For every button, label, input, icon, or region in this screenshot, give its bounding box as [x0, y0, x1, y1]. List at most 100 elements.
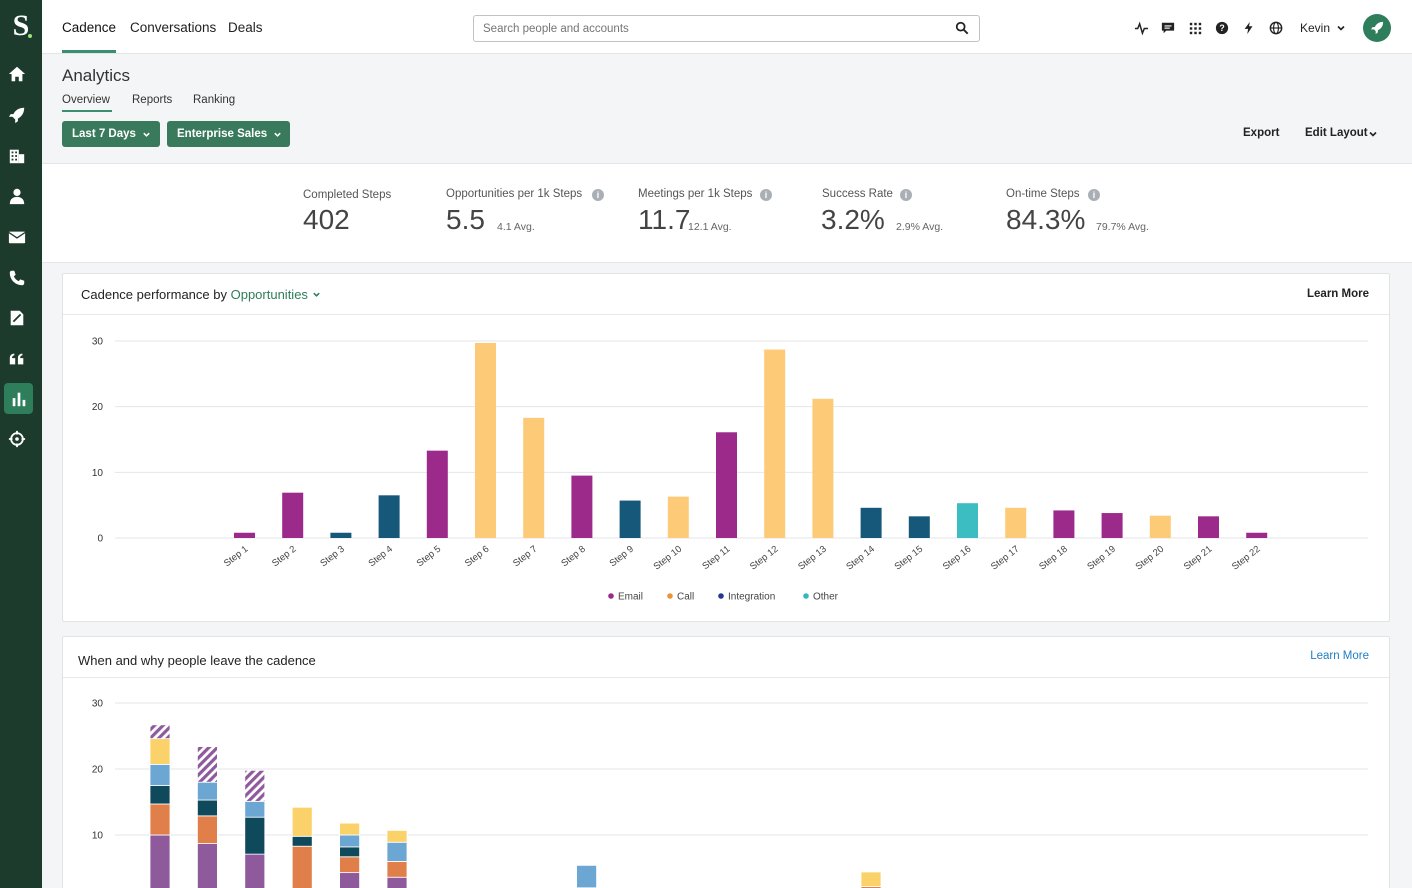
bar — [860, 507, 882, 538]
chevron-down-icon[interactable] — [1368, 129, 1378, 139]
bar-segment — [291, 845, 313, 888]
info-icon[interactable]: i — [760, 189, 772, 201]
info-icon[interactable]: i — [900, 189, 912, 201]
bar — [667, 496, 689, 538]
bar-segment — [386, 829, 408, 843]
app-logo[interactable]: S — [6, 10, 36, 42]
x-tick-label: Step 2 — [270, 544, 298, 570]
subtab-ranking[interactable]: Ranking — [193, 94, 236, 106]
y-tick-label: 0 — [97, 534, 103, 545]
logo-dot — [28, 34, 32, 38]
stat-label-meetings: Meetings per 1k Steps — [638, 188, 753, 200]
avatar[interactable] — [1363, 14, 1391, 42]
team-dropdown[interactable]: Enterprise Sales — [167, 121, 290, 147]
learn-more-link[interactable]: Learn More — [1307, 288, 1369, 300]
tab-cadence[interactable]: Cadence — [62, 20, 117, 35]
stat-label-on-time-steps: On-time Steps — [1006, 188, 1080, 200]
phone-icon[interactable] — [2, 262, 31, 293]
bar — [426, 450, 448, 538]
legend-label: Integration — [728, 592, 775, 603]
mail-icon[interactable] — [2, 221, 31, 252]
activity-icon[interactable] — [1133, 20, 1149, 36]
cadence-exit-chart: 10 20 30 — [92, 699, 1368, 888]
card-title: When and why people leave the cadence — [78, 653, 316, 668]
building-icon[interactable] — [2, 140, 31, 171]
x-tick-label: Step 12 — [748, 544, 781, 573]
sidebar: S — [0, 0, 42, 888]
chat-icon[interactable] — [1160, 20, 1176, 36]
stat-avg-meetings: 12.1 Avg. — [688, 221, 732, 233]
chevron-down-icon — [274, 132, 281, 137]
x-tick-label: Step 21 — [1182, 544, 1215, 573]
bar-segment — [339, 822, 361, 836]
info-icon[interactable]: i — [1088, 189, 1100, 201]
svg-text:?: ? — [1219, 23, 1224, 33]
stat-avg-on-time-steps: 79.7% Avg. — [1096, 221, 1149, 233]
search-icon[interactable] — [955, 21, 969, 35]
bar — [523, 417, 545, 538]
export-button[interactable]: Export — [1243, 127, 1280, 139]
cadence-performance-chart: 0 10 20 30 Step 1 Step 2 Step 3 Step 4 Step 5 Ste… — [92, 337, 1368, 603]
date-range-dropdown[interactable]: Last 7 Days — [62, 121, 160, 147]
chevron-down-icon[interactable] — [1336, 23, 1346, 33]
rocket-icon — [1370, 21, 1384, 35]
x-tick-label: Step 5 — [415, 544, 443, 570]
x-tick-label: Step 13 — [796, 544, 829, 573]
stat-value-completed-steps: 402 — [303, 204, 350, 235]
y-tick-label: 30 — [92, 337, 104, 348]
bar-segment — [244, 853, 266, 888]
apps-grid-icon[interactable] — [1187, 20, 1203, 36]
x-tick-label: Step 16 — [941, 544, 974, 573]
card-header: When and why people leave the cadence Le… — [63, 637, 1389, 678]
stat-avg-opportunities: 4.1 Avg. — [497, 221, 535, 233]
bar-segment — [386, 876, 408, 888]
x-tick-label: Step 10 — [652, 544, 685, 573]
x-tick-label: Step 20 — [1134, 544, 1167, 573]
bar — [282, 492, 304, 538]
quote-icon[interactable] — [2, 343, 31, 374]
info-icon[interactable]: i — [592, 189, 604, 201]
bar — [378, 495, 400, 538]
bar — [957, 503, 978, 538]
stat-value-meetings: 11.7 — [638, 204, 691, 235]
person-icon[interactable] — [2, 180, 31, 211]
search-box — [473, 15, 980, 42]
metric-dropdown[interactable]: Opportunities — [230, 287, 308, 302]
card-header: Cadence performance by Opportunities Lea… — [63, 274, 1389, 315]
learn-more-link[interactable]: Learn More — [1310, 650, 1369, 662]
target-icon[interactable] — [2, 423, 31, 454]
x-tick-label: Step 15 — [893, 544, 926, 573]
globe-icon[interactable] — [1268, 20, 1284, 36]
bar — [619, 500, 641, 538]
bar — [812, 398, 834, 538]
user-name[interactable]: Kevin — [1300, 21, 1331, 35]
card-title-prefix: Cadence performance by — [81, 287, 227, 302]
bar-segment — [244, 800, 266, 818]
bar-segment — [244, 769, 266, 802]
bar — [716, 432, 737, 538]
chevron-down-icon[interactable] — [312, 290, 321, 299]
rocket-icon[interactable] — [2, 99, 31, 130]
bar — [1149, 515, 1171, 538]
home-icon[interactable] — [2, 58, 31, 89]
bar — [1246, 532, 1268, 538]
bar-segment — [339, 846, 361, 858]
x-tick-label: Step 19 — [1085, 544, 1118, 573]
stat-label-opportunities: Opportunities per 1k Steps — [446, 188, 583, 200]
document-icon[interactable] — [2, 302, 31, 333]
help-icon[interactable]: ? — [1214, 20, 1230, 36]
edit-layout-button[interactable]: Edit Layout — [1305, 127, 1368, 139]
bar-chart-icon[interactable] — [4, 383, 33, 414]
bar — [571, 475, 593, 538]
bar-segment — [149, 724, 171, 740]
legend-swatch — [667, 593, 673, 599]
tab-deals[interactable]: Deals — [228, 20, 263, 35]
bar — [764, 349, 786, 538]
lightning-icon[interactable] — [1241, 20, 1257, 36]
bar-segment — [196, 799, 218, 817]
tab-conversations[interactable]: Conversations — [130, 20, 217, 35]
legend-label: Other — [813, 592, 839, 603]
subtab-reports[interactable]: Reports — [132, 94, 173, 106]
search-input[interactable] — [474, 16, 934, 41]
subtab-overview[interactable]: Overview — [62, 94, 110, 106]
